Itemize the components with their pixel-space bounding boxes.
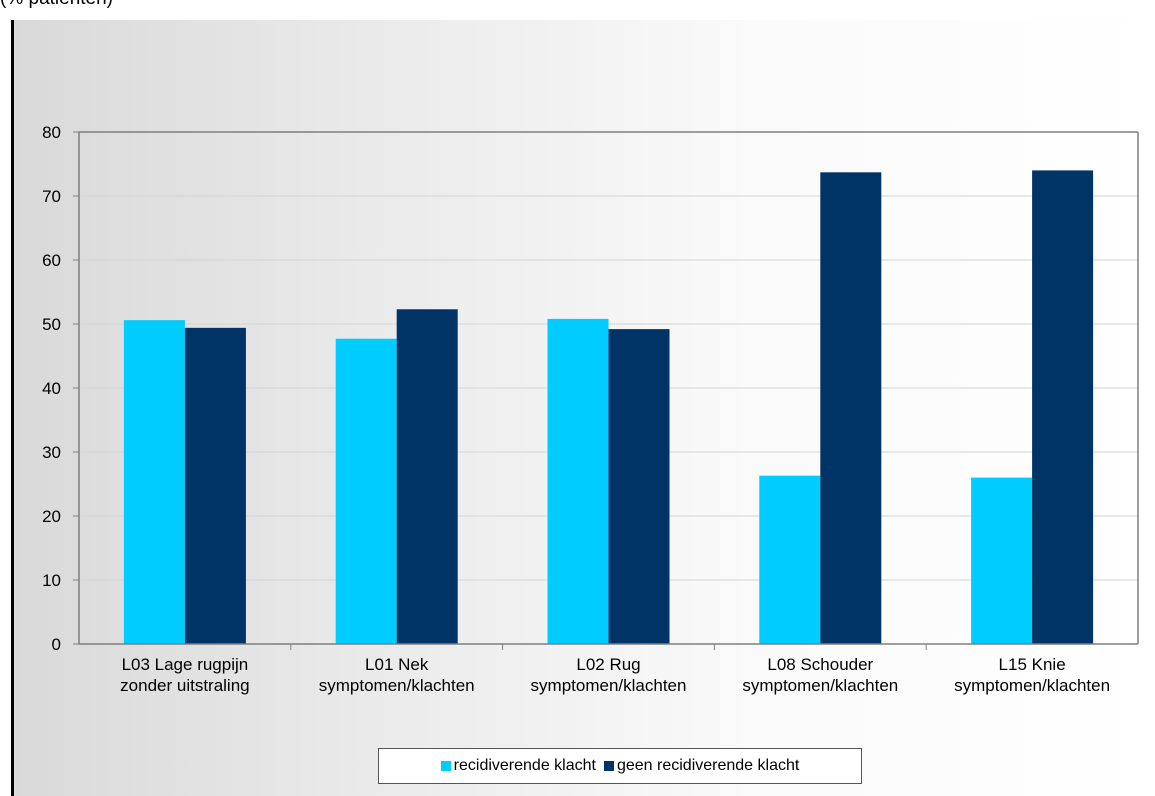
bar-series-2 [608, 329, 670, 644]
x-category-label: symptomen/klachten [319, 676, 475, 695]
x-category-label: symptomen/klachten [742, 676, 898, 695]
y-tick-label: 60 [42, 251, 61, 270]
legend-label-series-1: recidiverende klacht [453, 757, 596, 774]
bar-series-2 [184, 327, 246, 644]
bar-series-1 [123, 320, 185, 644]
x-category-label: symptomen/klachten [531, 676, 687, 695]
legend-item-series-1: recidiverende klacht [440, 757, 596, 775]
axes [73, 131, 1139, 650]
y-tick-label: 20 [42, 507, 61, 526]
bars [123, 170, 1094, 644]
y-tick-label: 30 [42, 443, 61, 462]
axis-labels: 0 10 20 30 40 50 60 70 80 L03 Lage rugpijn zonder … [42, 123, 1110, 695]
x-category-label: L01 Nek [365, 655, 429, 674]
bar-series-2 [820, 172, 882, 644]
y-tick-label: 50 [42, 315, 61, 334]
bar-series-1 [547, 318, 609, 644]
bar-series-1 [759, 475, 821, 644]
left-border-line [11, 20, 14, 796]
legend-swatch-series-1 [440, 761, 451, 771]
legend-swatch-series-2 [603, 761, 614, 771]
y-tick-label: 70 [42, 187, 61, 206]
x-category-label: zonder uitstraling [120, 676, 249, 695]
bar-series-2 [396, 309, 458, 644]
y-axis-unit-label: (% patiënten) [0, 0, 113, 10]
y-tick-label: 10 [42, 571, 61, 590]
bar-series-1 [335, 338, 397, 644]
x-category-label: L15 Knie [999, 655, 1066, 674]
x-category-label: L03 Lage rugpijn [122, 655, 249, 674]
legend: recidiverende klacht geen recidiverende … [378, 748, 862, 784]
x-category-label: L02 Rug [576, 655, 640, 674]
legend-label-series-2: geen recidiverende klacht [616, 757, 800, 774]
legend-item-series-2: geen recidiverende klacht [603, 757, 800, 775]
y-tick-label: 40 [42, 379, 61, 398]
y-tick-label: 0 [52, 635, 61, 654]
bar-series-2 [1032, 170, 1094, 644]
bar-series-1 [971, 477, 1033, 644]
x-category-label: symptomen/klachten [954, 676, 1110, 695]
x-category-label: L08 Schouder [767, 655, 873, 674]
y-tick-label: 80 [42, 123, 61, 142]
